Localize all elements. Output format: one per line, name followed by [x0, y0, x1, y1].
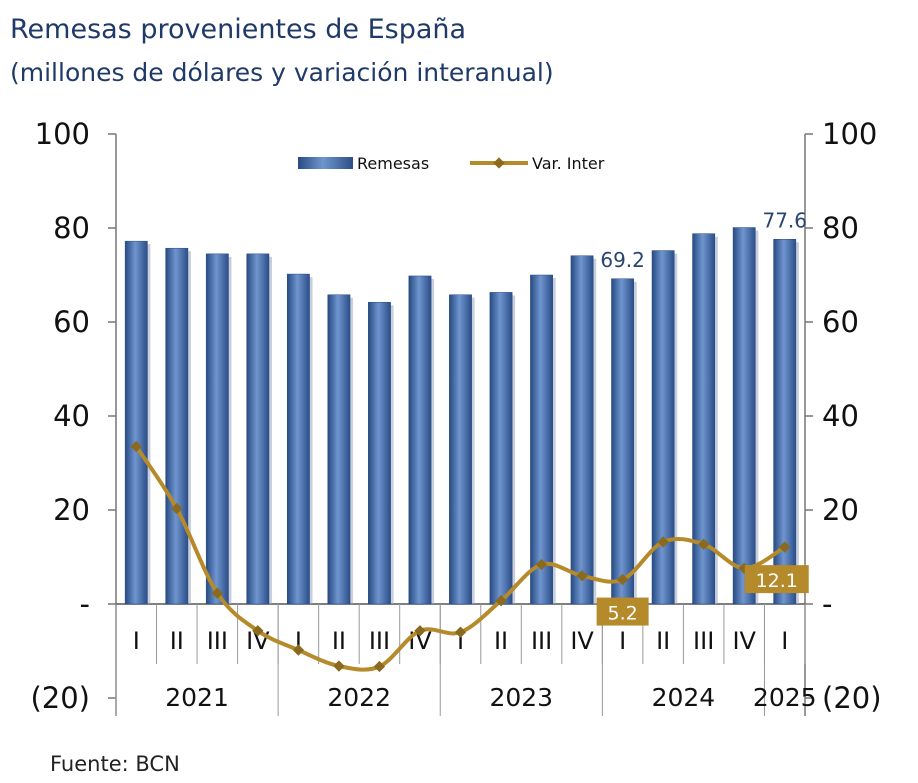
bar	[165, 247, 189, 605]
y-tick-label-right: 20	[822, 493, 859, 527]
line-point	[414, 625, 426, 637]
y-tick-label-right: 60	[822, 305, 859, 339]
bar	[570, 255, 594, 605]
bar-data-label: 69.2	[600, 248, 645, 272]
bar	[773, 239, 797, 605]
bar	[530, 274, 553, 605]
bar	[408, 275, 432, 605]
category-label: II	[170, 627, 184, 655]
bar	[449, 294, 472, 605]
bar	[489, 292, 513, 605]
legend-label-remesas: Remesas	[357, 154, 429, 173]
line-point	[779, 541, 791, 553]
line-point	[211, 587, 223, 599]
y-tick-label-right: 40	[822, 399, 859, 433]
chart-subtitle: (millones de dólares y variación interan…	[10, 58, 554, 87]
year-label: 2025	[753, 683, 817, 712]
category-label: I	[133, 627, 140, 655]
line-point	[252, 625, 264, 637]
legend-swatch-remesas	[298, 157, 353, 169]
line-point	[535, 558, 548, 571]
bar	[692, 233, 716, 605]
legend-label-var: Var. Inter	[532, 154, 605, 173]
year-label: 2023	[489, 683, 553, 712]
y-tick-label-left: 100	[35, 117, 90, 151]
y-tick-label-left: 40	[53, 399, 90, 433]
y-tick-label-left: 80	[53, 211, 90, 245]
chart-title: Remesas provenientes de España	[10, 14, 467, 45]
line-data-label-box	[596, 597, 649, 626]
y-tick-label-right: 100	[822, 117, 877, 151]
category-label: I	[781, 627, 788, 655]
category-label: III	[693, 627, 714, 655]
category-label: II	[494, 627, 508, 655]
bar	[611, 278, 635, 605]
line-point	[495, 595, 507, 607]
year-label: 2024	[652, 683, 716, 712]
line-point	[130, 440, 142, 453]
line-point	[373, 660, 386, 673]
category-label: IV	[570, 627, 594, 655]
y-tick-label-right: 80	[822, 211, 859, 245]
year-label: 2022	[327, 683, 391, 712]
bar	[651, 250, 675, 605]
bar	[205, 253, 229, 605]
line-point	[616, 573, 629, 586]
line-point	[698, 538, 710, 550]
y-tick-label-right: (20)	[822, 681, 882, 715]
bar	[286, 273, 310, 605]
bar	[327, 294, 351, 605]
bar	[368, 302, 391, 605]
category-label: I	[619, 627, 626, 655]
category-label: II	[656, 627, 670, 655]
line-point	[333, 660, 345, 672]
line-point	[454, 626, 467, 638]
legend-marker-var	[493, 157, 505, 169]
bar	[732, 227, 756, 605]
y-tick-label-left: (20)	[30, 681, 90, 715]
line-data-label: 12.1	[756, 570, 798, 592]
line-data-label-box	[744, 565, 809, 594]
y-tick-label-right: -	[822, 587, 832, 621]
line-point	[576, 570, 588, 582]
line-point	[292, 644, 305, 656]
category-label: IV	[732, 627, 756, 655]
category-label: II	[332, 627, 346, 655]
source-note: Fuente: BCN	[50, 752, 180, 776]
line-data-label: 5.2	[608, 603, 638, 625]
y-tick-label-left: -	[80, 587, 90, 621]
category-label: III	[207, 627, 228, 655]
year-label: 2021	[165, 683, 229, 712]
category-label: I	[457, 627, 464, 655]
y-tick-label-left: 20	[53, 493, 90, 527]
y-tick-label-left: 60	[53, 305, 90, 339]
category-label: I	[295, 627, 302, 655]
category-label: III	[531, 627, 552, 655]
bar	[124, 240, 148, 605]
category-label: III	[369, 627, 390, 655]
bar-data-label: 77.6	[762, 208, 807, 232]
line-point	[657, 536, 669, 548]
bar	[246, 253, 270, 605]
